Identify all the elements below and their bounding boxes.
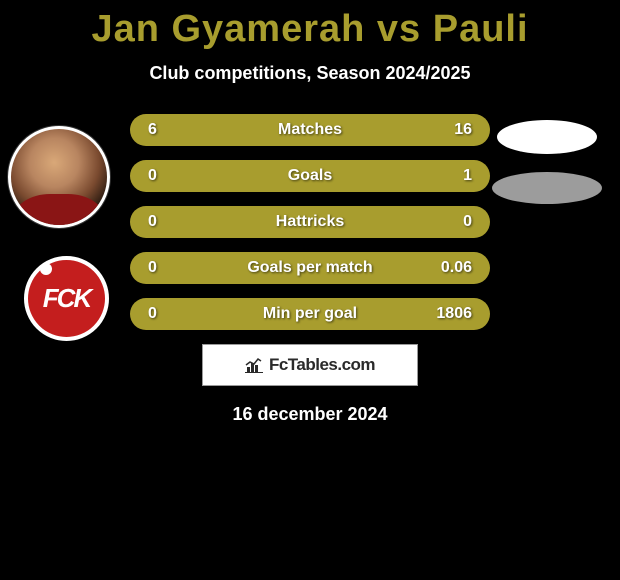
comparison-title: Jan Gyamerah vs Pauli: [0, 0, 620, 51]
stat-right-value: 16: [454, 121, 472, 139]
stat-label: Matches: [278, 121, 342, 139]
stat-left-value: 6: [148, 121, 157, 139]
stat-left-value: 0: [148, 213, 157, 231]
fctables-text: FcTables.com: [269, 355, 375, 375]
player-avatar: [8, 126, 110, 228]
stat-label: Goals: [288, 167, 332, 185]
stat-right-value: 1806: [436, 305, 472, 323]
stat-right-value: 0.06: [441, 259, 472, 277]
stat-bar-goals: 0 Goals 1: [130, 160, 490, 192]
stat-left-value: 0: [148, 259, 157, 277]
player-left-column: FCK: [8, 126, 110, 341]
stat-bar-min-per-goal: 0 Min per goal 1806: [130, 298, 490, 330]
club-badge: FCK: [24, 256, 109, 341]
stat-bar-matches: 6 Matches 16: [130, 114, 490, 146]
opponent-placeholder-bottom: [492, 172, 602, 204]
stat-left-value: 0: [148, 167, 157, 185]
opponent-placeholder-top: [497, 120, 597, 154]
stat-right-value: 1: [463, 167, 472, 185]
stat-label: Hattricks: [276, 213, 344, 231]
player-right-column: [497, 120, 602, 204]
stat-right-value: 0: [463, 213, 472, 231]
stat-label: Goals per match: [247, 259, 372, 277]
stat-bar-goals-per-match: 0 Goals per match 0.06: [130, 252, 490, 284]
stat-left-value: 0: [148, 305, 157, 323]
comparison-subtitle: Club competitions, Season 2024/2025: [0, 63, 620, 84]
fctables-attribution[interactable]: FcTables.com: [202, 344, 418, 386]
stat-label: Min per goal: [263, 305, 357, 323]
chart-icon: [245, 357, 263, 373]
stats-area: 6 Matches 16 0 Goals 1 0 Hattricks 0 0 G…: [130, 114, 490, 330]
club-badge-text: FCK: [43, 283, 90, 314]
stat-bar-hattricks: 0 Hattricks 0: [130, 206, 490, 238]
generation-date: 16 december 2024: [0, 404, 620, 425]
